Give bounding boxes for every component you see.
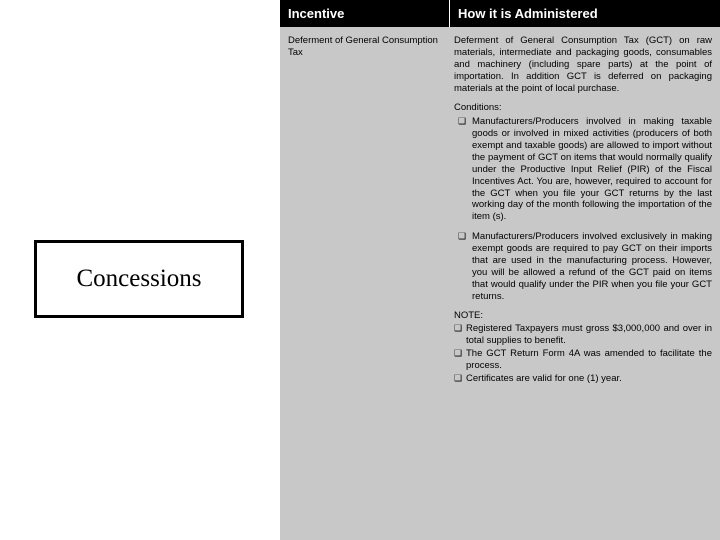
admin-main-paragraph: Deferment of General Consumption Tax (GC… bbox=[454, 35, 712, 94]
table-header-row: Incentive How it is Administered bbox=[280, 0, 720, 27]
cell-admin: Deferment of General Consumption Tax (GC… bbox=[450, 27, 720, 540]
condition-item: Manufacturers/Producers involved in maki… bbox=[472, 116, 712, 223]
note-item: Certificates are valid for one (1) year. bbox=[454, 373, 712, 385]
note-item: Registered Taxpayers must gross $3,000,0… bbox=[454, 323, 712, 347]
conditions-list: Manufacturers/Producers involved in maki… bbox=[454, 116, 712, 302]
note-item: The GCT Return Form 4A was amended to fa… bbox=[454, 348, 712, 372]
conditions-label: Conditions: bbox=[454, 102, 712, 114]
note-label: NOTE: bbox=[454, 310, 712, 322]
concessions-box: Concessions bbox=[34, 240, 244, 318]
condition-item: Manufacturers/Producers involved exclusi… bbox=[472, 231, 712, 302]
note-block: NOTE: Registered Taxpayers must gross $3… bbox=[454, 310, 712, 384]
content-table: Incentive How it is Administered Deferme… bbox=[280, 0, 720, 540]
cell-incentive: Deferment of General Consumption Tax bbox=[280, 27, 450, 540]
header-admin: How it is Administered bbox=[450, 0, 720, 27]
concessions-title: Concessions bbox=[77, 265, 202, 293]
page: Concessions Incentive How it is Administ… bbox=[0, 0, 720, 540]
left-column: Concessions bbox=[0, 0, 280, 540]
table-body-row: Deferment of General Consumption Tax Def… bbox=[280, 27, 720, 540]
header-incentive: Incentive bbox=[280, 0, 450, 27]
